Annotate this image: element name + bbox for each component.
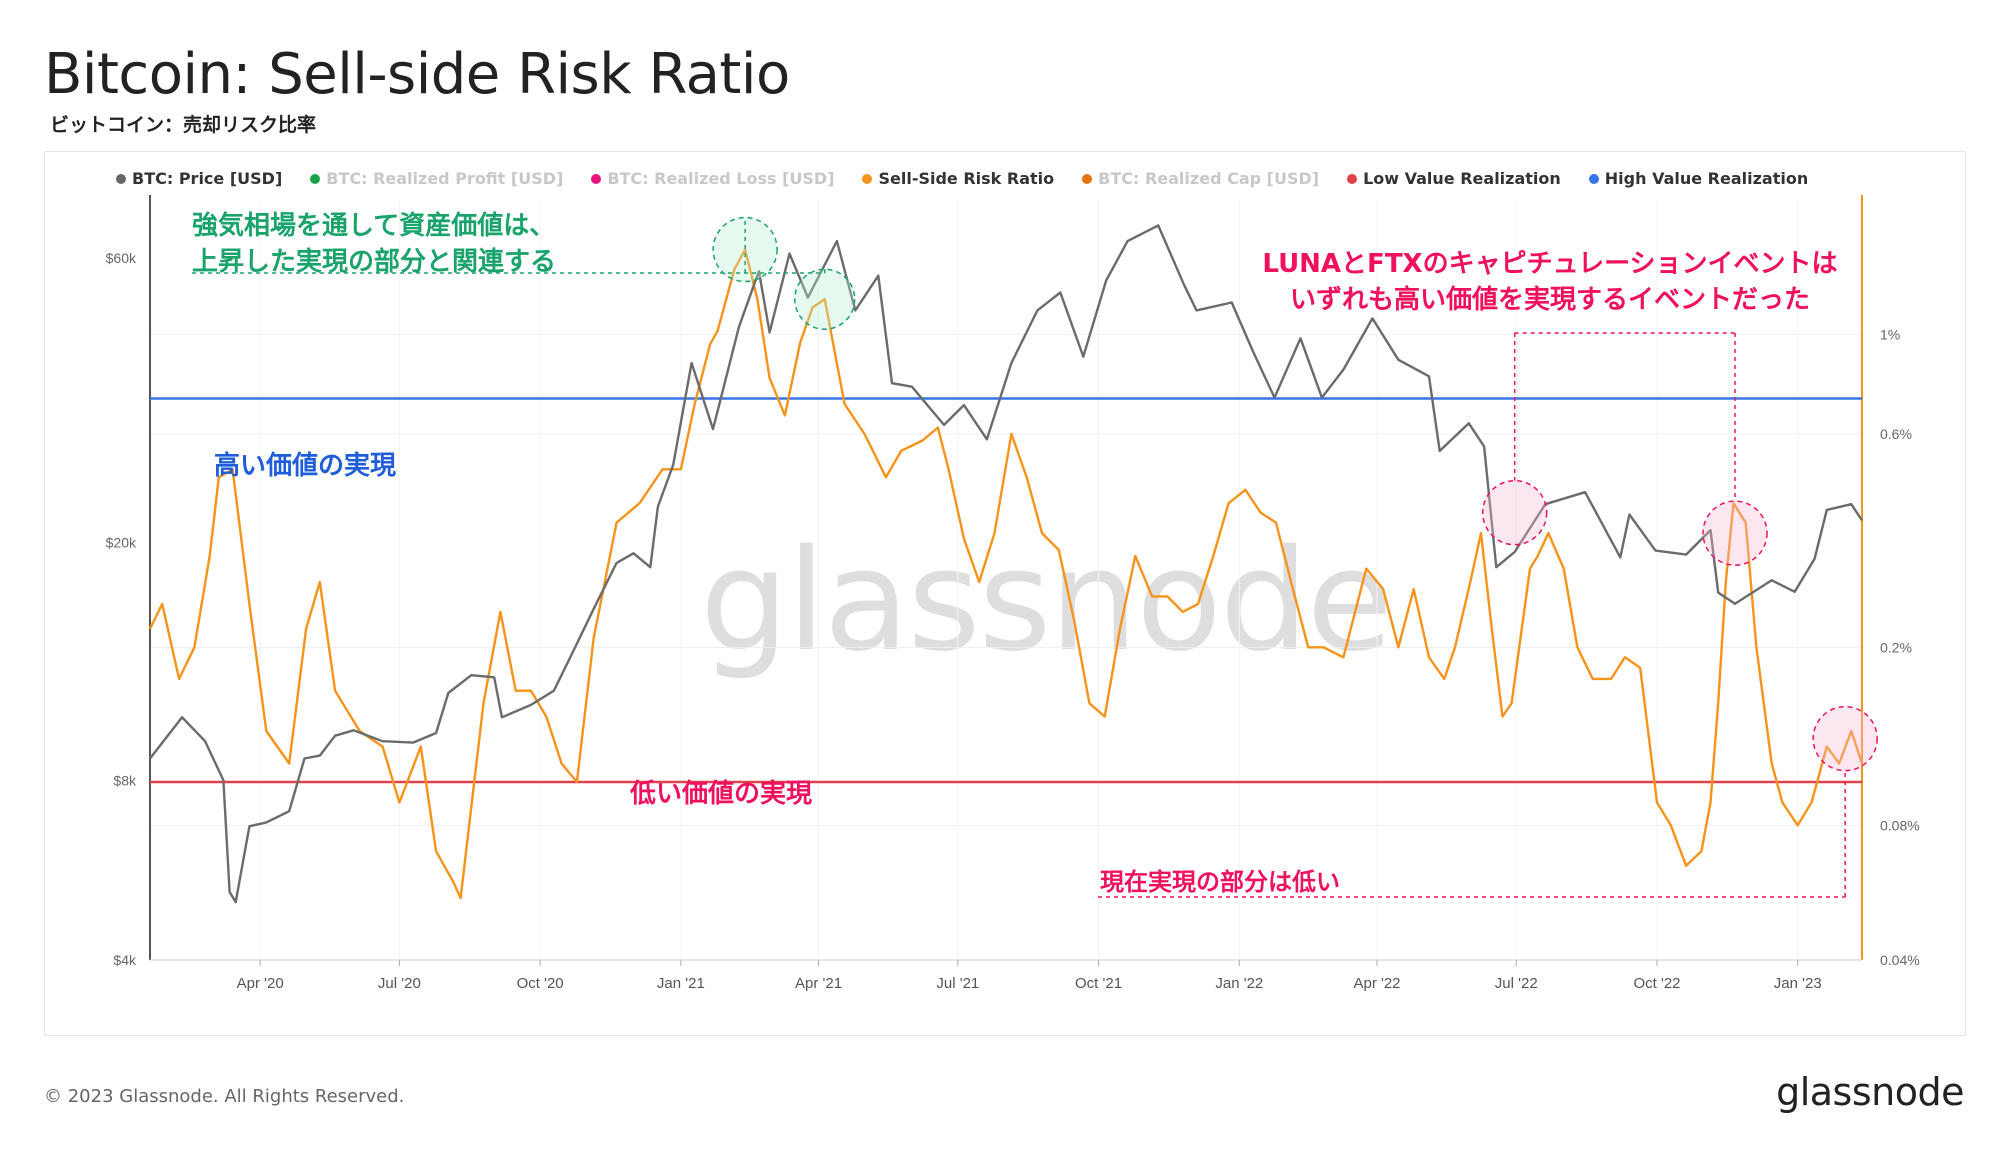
annotation-bull-market-line1: 強気相場を通して資産価値は、 xyxy=(192,211,556,241)
x-tick-label: Jan '21 xyxy=(657,975,705,992)
chart-title: Bitcoin: Sell-side Risk Ratio xyxy=(44,42,790,107)
legend-label: BTC: Realized Cap [USD] xyxy=(1098,169,1320,188)
capitulation-circle xyxy=(1481,479,1548,546)
series-btc-price xyxy=(149,224,1864,904)
annotation-low-value: 低い価値の実現 xyxy=(630,779,813,809)
legend-dot-icon xyxy=(862,173,873,184)
current-circle xyxy=(1812,705,1878,772)
legend-dot-icon xyxy=(1588,173,1599,184)
y-left-tick-label: $4k xyxy=(113,952,137,968)
x-tick-label: Jan '22 xyxy=(1215,975,1263,992)
legend-label: High Value Realization xyxy=(1604,169,1809,188)
legend-item[interactable]: BTC: Realized Profit [USD] xyxy=(310,169,563,188)
y-right-tick-label: 0.6% xyxy=(1880,426,1912,442)
x-tick-label: Jul '20 xyxy=(378,975,421,992)
legend-label: Low Value Realization xyxy=(1363,169,1561,188)
y-right-tick-label: 0.08% xyxy=(1880,817,1920,833)
x-tick-label: Jul '21 xyxy=(936,975,979,992)
y-left-tick-label: $20k xyxy=(106,535,137,551)
annotation-current: 現在実現の部分は低い xyxy=(1100,868,1340,896)
legend-label: BTC: Realized Loss [USD] xyxy=(607,169,835,188)
legend-item[interactable]: High Value Realization xyxy=(1588,169,1809,188)
x-tick-label: Oct '20 xyxy=(517,975,564,992)
legend-dot-icon xyxy=(1082,173,1093,184)
y-left-tick-label: $60k xyxy=(106,250,137,266)
watermark: glassnode xyxy=(700,520,1393,683)
peak-circle xyxy=(712,216,778,283)
y-right-tick-label: 0.04% xyxy=(1880,952,1920,968)
legend-item[interactable]: BTC: Realized Loss [USD] xyxy=(591,169,834,188)
legend-label: Sell-Side Risk Ratio xyxy=(878,169,1055,188)
brand-logo: glassnode xyxy=(1776,1070,1964,1114)
legend-dot-icon xyxy=(1347,173,1358,184)
annotation-capitulation-line2: いずれも高い価値を実現するイベントだった xyxy=(1289,285,1810,315)
legend-item[interactable]: BTC: Realized Cap [USD] xyxy=(1082,169,1319,188)
annotation-bull-market: 強気相場を通して資産価値は、 上昇した実現の部分と関連する xyxy=(192,208,556,280)
peak-circle xyxy=(793,268,856,330)
x-tick-label: Oct '21 xyxy=(1075,975,1122,992)
legend-dot-icon xyxy=(591,173,602,184)
chart-frame xyxy=(44,151,1966,1036)
y-left-tick-label: $8k xyxy=(113,772,137,788)
x-tick-label: Apr '20 xyxy=(237,975,284,992)
legend-item[interactable]: Sell-Side Risk Ratio xyxy=(862,169,1054,188)
x-tick-label: Apr '22 xyxy=(1353,975,1400,992)
chart-subtitle: ビットコイン：売却リスク比率 xyxy=(50,114,317,136)
annotation-bull-market-line2: 上昇した実現の部分と関連する xyxy=(192,247,557,277)
x-tick-label: Jan '23 xyxy=(1774,975,1822,992)
y-right-tick-label: 0.2% xyxy=(1880,639,1912,655)
legend: BTC: Price [USD] BTC: Realized Profit [US… xyxy=(116,169,1808,188)
x-tick-label: Jul '22 xyxy=(1495,975,1538,992)
legend-item[interactable]: BTC: Price [USD] xyxy=(116,169,282,188)
x-tick-label: Oct '22 xyxy=(1633,975,1680,992)
legend-label: BTC: Price [USD] xyxy=(132,169,283,188)
legend-dot-icon xyxy=(116,173,126,184)
y-right-tick-label: 1% xyxy=(1880,327,1900,343)
x-tick-label: Apr '21 xyxy=(795,975,842,992)
legend-item[interactable]: Low Value Realization xyxy=(1347,169,1561,188)
legend-dot-icon xyxy=(310,173,321,184)
capitulation-circle xyxy=(1702,500,1768,566)
series-sell-side-risk-ratio xyxy=(148,248,1864,900)
annotation-capitulation-line1: LUNAとFTXのキャピチュレーションイベントは xyxy=(1262,249,1838,279)
annotation-capitulation: LUNAとFTXのキャピチュレーションイベントは いずれも高い価値を実現するイベ… xyxy=(1240,246,1860,318)
annotation-high-value: 高い価値の実現 xyxy=(214,451,397,481)
footer-copyright: © 2023 Glassnode. All Rights Reserved. xyxy=(44,1086,405,1107)
legend-label: BTC: Realized Profit [USD] xyxy=(326,169,564,188)
